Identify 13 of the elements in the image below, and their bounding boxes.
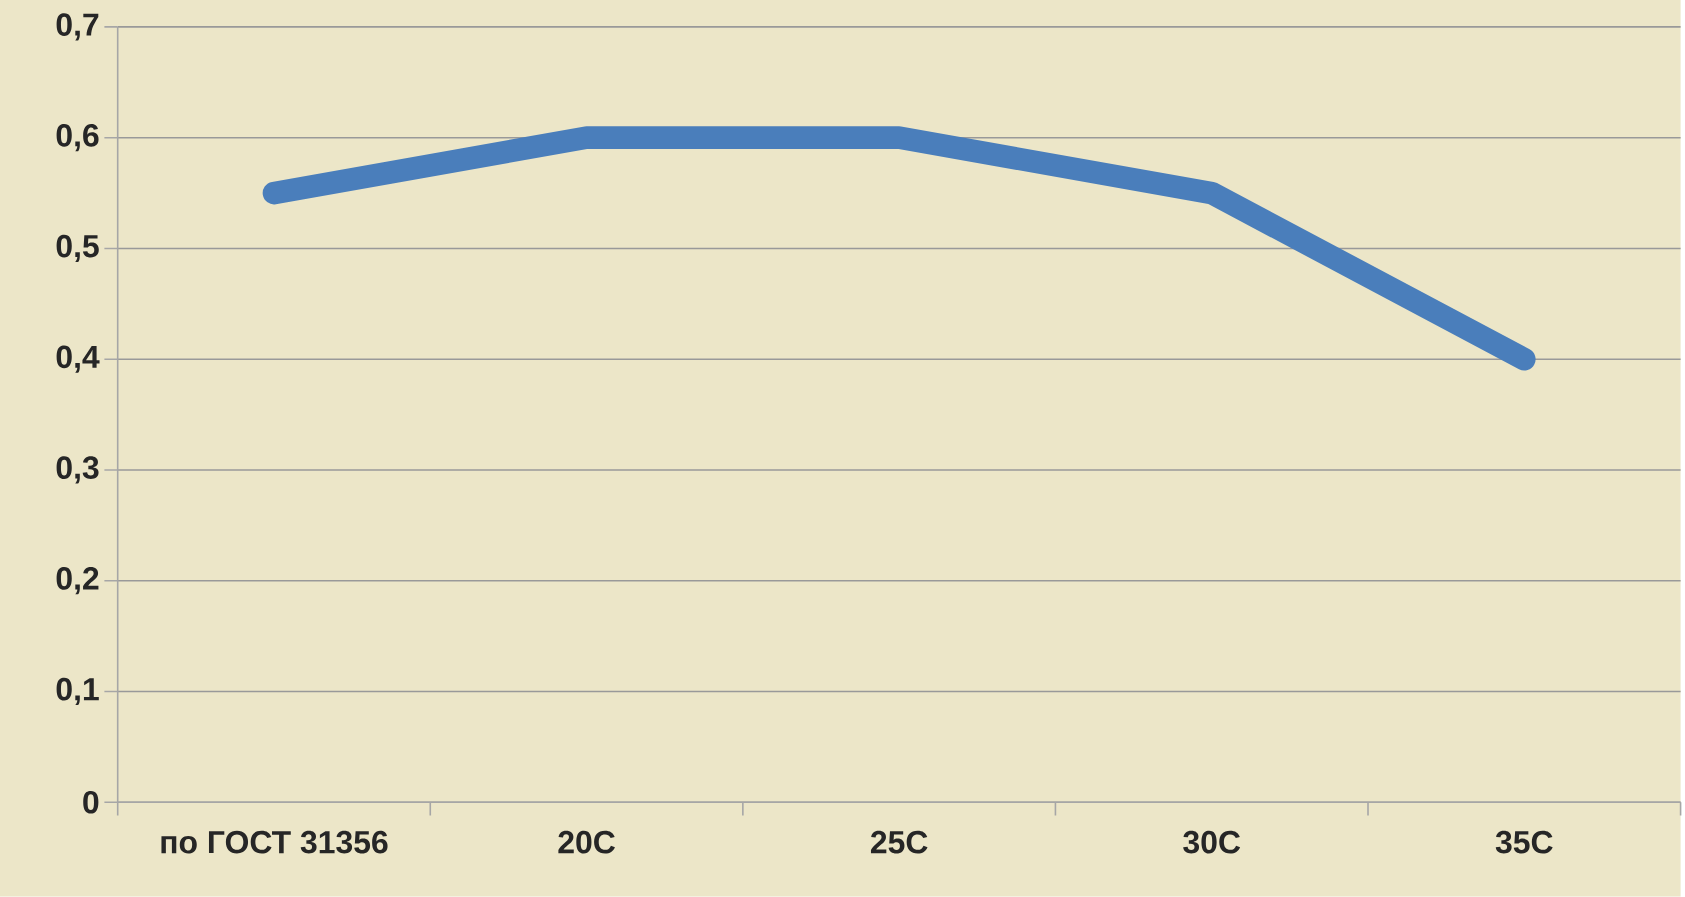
x-tick-label: 25C xyxy=(870,831,928,854)
y-tick-label: 0,7 xyxy=(56,13,99,41)
x-tick-label: 30C xyxy=(1183,831,1241,854)
x-tick-label: 20C xyxy=(558,831,615,854)
y-tick-label: 0,1 xyxy=(56,678,99,706)
y-tick-label: 0,3 xyxy=(56,456,99,484)
y-tick-label: 0,5 xyxy=(56,235,99,263)
y-tick-label: 0,4 xyxy=(56,345,100,373)
x-tick-label: 35C xyxy=(1495,831,1553,854)
x-tick-label: по ГОСТ 31356 xyxy=(161,831,388,854)
y-tick-label: 0,6 xyxy=(56,124,99,152)
y-tick-label: 0 xyxy=(83,791,99,814)
y-tick-label: 0,2 xyxy=(56,567,99,595)
